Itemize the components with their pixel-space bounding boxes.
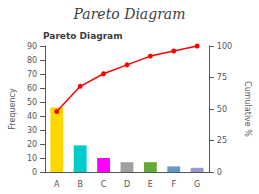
svg-text:75: 75 xyxy=(217,73,227,82)
svg-text:80: 80 xyxy=(27,56,37,65)
svg-text:Cumulative %: Cumulative % xyxy=(243,81,252,137)
svg-text:70: 70 xyxy=(27,70,37,79)
svg-text:10: 10 xyxy=(27,154,37,163)
svg-text:0: 0 xyxy=(217,168,222,177)
svg-text:20: 20 xyxy=(27,140,37,149)
svg-text:B: B xyxy=(77,180,83,189)
svg-text:60: 60 xyxy=(27,84,37,93)
svg-text:D: D xyxy=(124,180,130,189)
svg-text:E: E xyxy=(148,180,153,189)
svg-text:A: A xyxy=(54,180,60,189)
svg-text:25: 25 xyxy=(217,136,227,145)
svg-text:G: G xyxy=(194,180,200,189)
svg-text:F: F xyxy=(171,180,176,189)
svg-text:Pareto Diagram: Pareto Diagram xyxy=(43,31,123,41)
svg-text:50: 50 xyxy=(217,105,227,114)
svg-text:0: 0 xyxy=(32,168,37,177)
svg-text:Pareto Diagram: Pareto Diagram xyxy=(73,6,186,22)
svg-text:Frequency: Frequency xyxy=(8,88,17,130)
svg-text:90: 90 xyxy=(27,42,37,51)
svg-text:C: C xyxy=(101,180,107,189)
svg-text:100: 100 xyxy=(217,42,232,51)
svg-text:50: 50 xyxy=(27,98,37,107)
svg-text:40: 40 xyxy=(27,112,37,121)
svg-text:30: 30 xyxy=(27,126,37,135)
